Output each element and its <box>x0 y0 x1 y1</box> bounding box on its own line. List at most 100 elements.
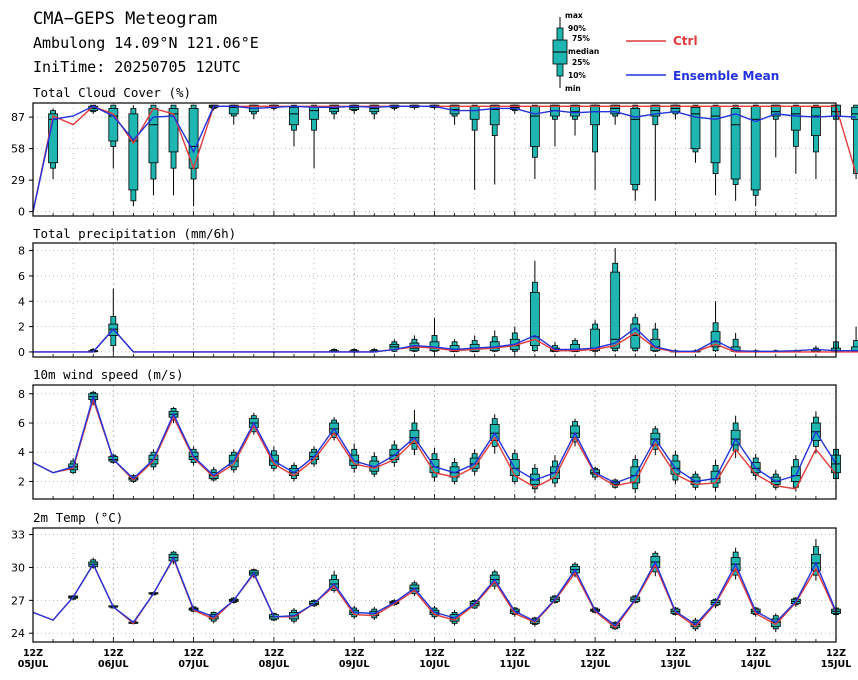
x-tick-hour: 12Z <box>826 648 846 659</box>
box-plot <box>590 320 600 352</box>
box-plot <box>851 326 858 353</box>
box-p25-p75 <box>489 104 500 126</box>
box-plot <box>770 104 781 158</box>
box-p25-p75 <box>590 328 600 352</box>
y-tick-label: 2 <box>18 475 25 488</box>
x-tick-hour: 12Z <box>585 648 605 659</box>
box-plot <box>128 105 139 207</box>
box-p25-p75 <box>770 104 781 117</box>
x-tick-date: 05JUL <box>18 659 49 670</box>
box-plot <box>248 104 259 120</box>
x-tick-hour: 12Z <box>103 648 123 659</box>
box-p25-p75 <box>590 104 600 126</box>
y-tick-label: 4 <box>18 295 25 308</box>
legend-box-symbol: max 90%75% median 25% 10% min <box>552 11 599 93</box>
panel-2: 10m wind speed (m/s) 2 4 6 8 <box>18 367 841 500</box>
box-plot <box>790 455 801 492</box>
box-plot <box>650 104 661 201</box>
legend-ctrl-label: Ctrl <box>673 34 698 48</box>
y-tick-label: 2 <box>18 321 25 334</box>
box-p25-p75 <box>228 104 239 115</box>
legend-label-0: max <box>565 11 583 20</box>
y-tick-label: 6 <box>18 270 25 283</box>
mean-line <box>33 326 858 353</box>
x-tick-hour: 12Z <box>505 648 525 659</box>
y-tick-label: 6 <box>18 417 25 430</box>
panels: Total Cloud Cover (%) 0 29 58 87 Total precip… <box>11 85 858 643</box>
box-plot <box>289 104 299 147</box>
box-plot <box>188 104 199 207</box>
box-plot <box>710 459 721 492</box>
box-plot <box>710 301 721 352</box>
x-tick-hour: 12Z <box>264 648 284 659</box>
legend: max 90%75% median 25% 10% min Ctrl Ensemble M… <box>552 11 779 93</box>
box-plot <box>429 447 440 482</box>
box-p25-p75 <box>570 104 580 117</box>
panel-title: Total Cloud Cover (%) <box>33 85 191 100</box>
x-tick-date: 08JUL <box>259 659 290 670</box>
box-p25-p75 <box>710 331 721 348</box>
box-plot <box>630 104 641 201</box>
x-tick-date: 15JUL <box>821 659 852 670</box>
box-plot <box>108 288 119 352</box>
panel-title: 2m Temp (°C) <box>33 510 123 525</box>
legend-label-2: 75% <box>572 34 590 43</box>
y-tick-label: 27 <box>11 594 25 607</box>
box-plot <box>690 104 701 163</box>
box-plot <box>570 104 580 136</box>
mean-line <box>32 105 857 212</box>
y-tick-label: 24 <box>11 627 25 640</box>
ctrl-line <box>32 105 857 212</box>
box-p25-p75 <box>289 106 299 126</box>
box-plot <box>489 104 500 185</box>
y-tick-label: 8 <box>18 245 25 258</box>
box-p25-p75 <box>630 108 641 185</box>
panel-3: 2m Temp (°C) 24 27 30 33 <box>11 510 841 643</box>
legend-label-3: median <box>568 47 599 56</box>
y-tick-label: 29 <box>11 174 25 187</box>
x-tick-date: 10JUL <box>419 659 450 670</box>
panel-title: Total precipitation (mm/6h) <box>33 226 236 241</box>
box-p10-p90 <box>853 104 858 175</box>
legend-label-1: 90% <box>568 24 586 33</box>
legend-label-5: 10% <box>568 71 586 80</box>
box-plot <box>309 104 319 169</box>
mean-line <box>32 555 837 627</box>
box-plot <box>409 409 420 456</box>
x-tick-date: 14JUL <box>740 659 771 670</box>
legend-label-6: min <box>565 84 581 93</box>
y-tick-label: 0 <box>18 206 25 219</box>
box-plot <box>389 440 400 467</box>
y-tick-label: 87 <box>11 111 25 124</box>
box-p25-p75 <box>610 271 621 349</box>
box-plot <box>168 104 179 196</box>
x-tick-hour: 12Z <box>344 648 364 659</box>
box-plot <box>509 326 520 352</box>
legend-label-4: 25% <box>572 58 590 67</box>
box-p25-p75 <box>610 104 621 115</box>
x-tick-date: 12JUL <box>580 659 611 670</box>
box-plot <box>409 335 420 352</box>
box-p25-p75 <box>529 105 540 147</box>
box-p25-p75 <box>168 108 179 153</box>
x-tick-hour: 12Z <box>746 648 766 659</box>
box-p25-p75 <box>309 105 319 120</box>
x-tick-date: 07JUL <box>178 659 209 670</box>
y-tick-label: 58 <box>11 143 25 156</box>
ctrl-line <box>32 397 837 490</box>
box-p25-p75 <box>730 429 741 446</box>
box-p25-p75 <box>811 106 821 136</box>
box-p25-p75 <box>730 108 741 180</box>
x-tick-date: 11JUL <box>500 659 531 670</box>
box-p25-p75 <box>469 105 480 120</box>
box-p25-p75 <box>108 108 119 142</box>
panel-title: 10m wind speed (m/s) <box>33 367 184 382</box>
box-plot <box>851 104 858 180</box>
box-plot <box>710 104 721 196</box>
box-plot <box>610 104 621 125</box>
box-plot <box>349 104 360 114</box>
panel-0: Total Cloud Cover (%) 0 29 58 87 <box>11 85 858 219</box>
box-p25-p75 <box>851 106 858 120</box>
panel-1: Total precipitation (mm/6h) 0 2 4 6 8 <box>18 226 858 359</box>
mean-line <box>32 394 837 484</box>
